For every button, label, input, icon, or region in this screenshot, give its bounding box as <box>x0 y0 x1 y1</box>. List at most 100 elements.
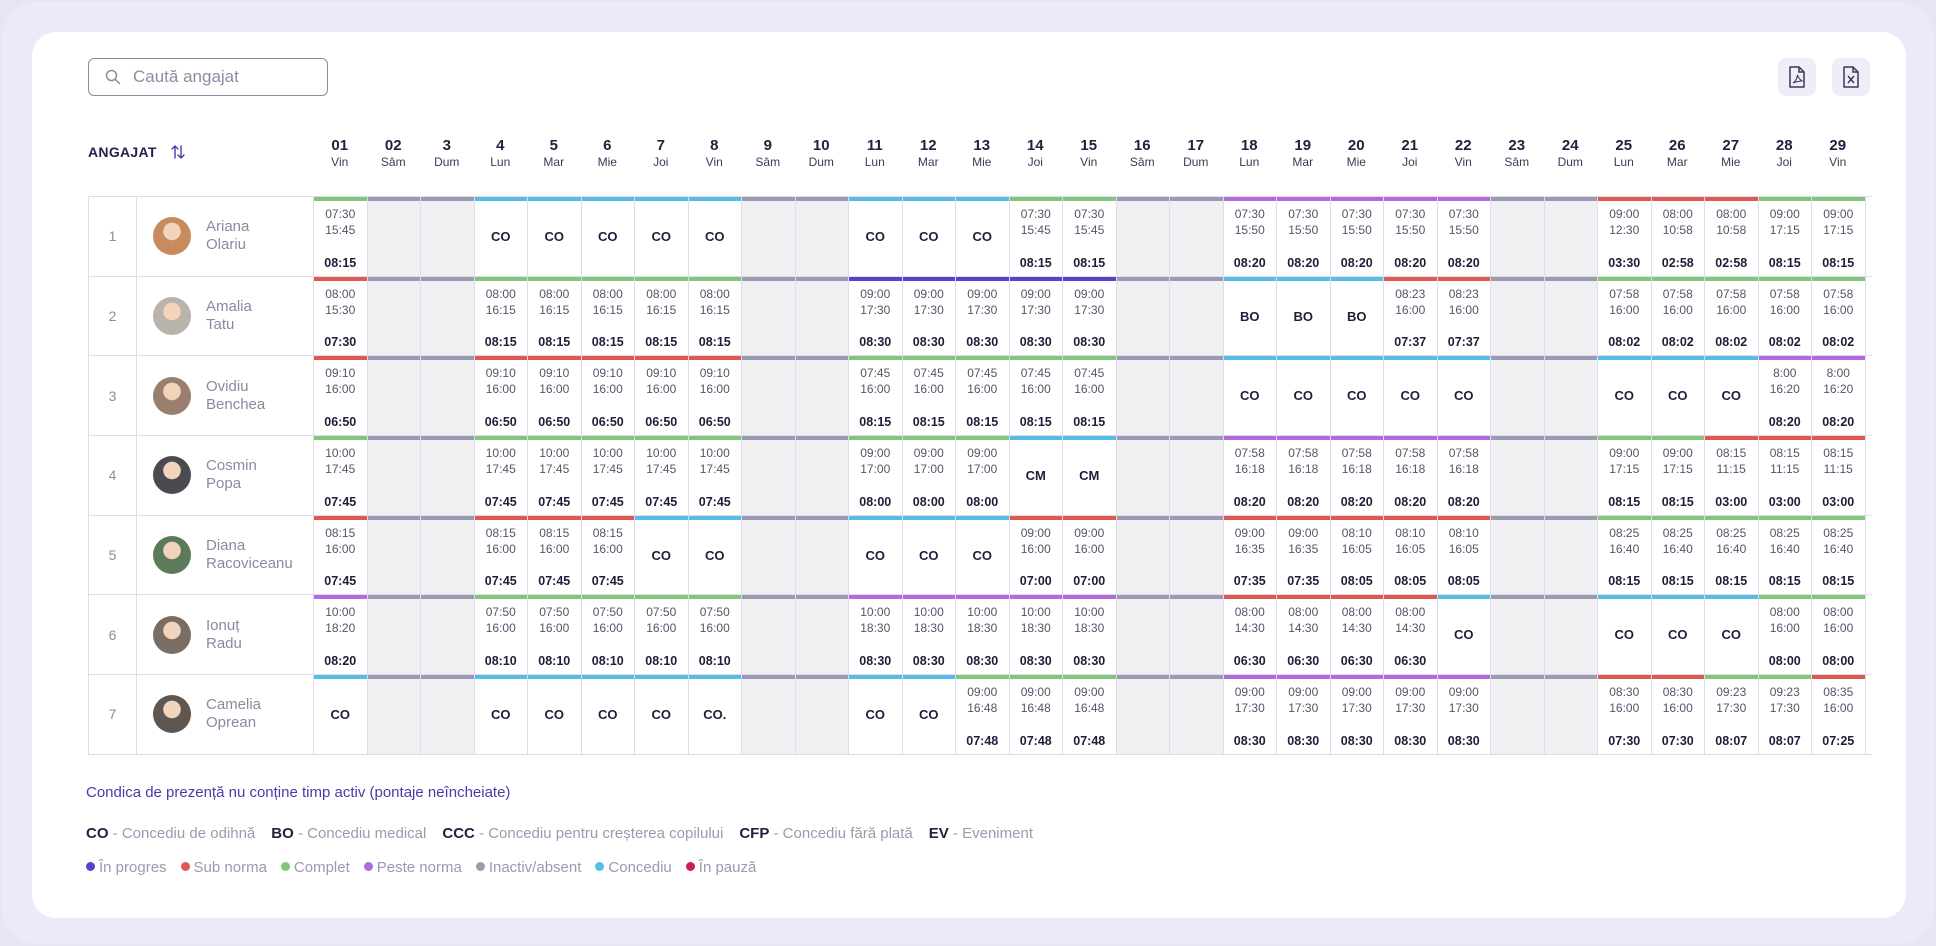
weekend-cell[interactable] <box>1170 675 1224 754</box>
weekend-cell[interactable] <box>795 197 849 276</box>
day-cell[interactable]: CO <box>1598 356 1652 436</box>
day-cell[interactable]: 10:00 18:30 08:30 <box>902 595 956 675</box>
weekend-cell[interactable] <box>421 197 475 276</box>
day-cell[interactable]: 08:00 14:30 06:30 <box>1277 595 1331 675</box>
day-cell[interactable]: 09:00 17:15 08:15 <box>1598 436 1652 515</box>
weekend-cell[interactable] <box>795 515 849 595</box>
day-cell[interactable]: 09:00 17:00 08:00 <box>902 436 956 515</box>
day-cell[interactable]: 07:50 16:00 08:10 <box>474 595 528 675</box>
weekend-cell[interactable] <box>1116 595 1170 675</box>
employee-cell[interactable]: Ariana Olariu <box>137 197 314 276</box>
day-cell[interactable]: 09:10 16:00 06:50 <box>528 356 582 436</box>
day-cell[interactable]: 08:00 16:15 08:15 <box>528 276 582 356</box>
day-cell[interactable]: 09:00 17:30 08:30 <box>956 276 1010 356</box>
day-cell[interactable]: 08:00 14:30 06:30 <box>1384 595 1438 675</box>
day-cell[interactable]: 10:00 17:45 07:45 <box>528 436 582 515</box>
day-cell[interactable]: CM <box>1009 436 1063 515</box>
employee-row[interactable]: 7 Camelia Oprean CO CO CO CO CO CO. CO CO 09:00 16:4… <box>89 675 1872 755</box>
weekend-cell[interactable] <box>1491 276 1545 356</box>
day-cell[interactable]: 09:00 16:48 07:48 <box>956 675 1010 754</box>
day-cell[interactable]: 09:00 17:30 08:30 <box>902 276 956 356</box>
weekend-cell[interactable] <box>1491 675 1545 754</box>
day-cell[interactable]: 09:00 16:35 07:35 <box>1223 515 1277 595</box>
day-cell[interactable]: 08:15 11:15 03:00 <box>1812 436 1866 515</box>
day-cell[interactable]: 08:10 16:05 08:05 <box>1384 515 1438 595</box>
day-cell[interactable]: 08:25 16:40 08:15 <box>1758 515 1812 595</box>
day-cell[interactable]: 07:30 15:45 08:15 <box>1009 197 1063 276</box>
day-cell[interactable]: CO <box>528 675 582 754</box>
weekend-cell[interactable] <box>1116 356 1170 436</box>
day-cell[interactable]: 10:00 17:45 07:45 <box>688 436 742 515</box>
day-cell[interactable]: 07:58 16:18 08:20 <box>1330 436 1384 515</box>
weekend-cell[interactable] <box>1491 595 1545 675</box>
day-cell[interactable]: CO <box>1384 356 1438 436</box>
day-cell[interactable]: 08:00 14:30 06:30 <box>1330 595 1384 675</box>
day-cell[interactable]: 8:00 16:20 08:20 <box>1812 356 1866 436</box>
day-cell[interactable]: 08:10 16:05 08:05 <box>1437 515 1491 595</box>
day-cell[interactable]: 09:00 17:00 08:00 <box>956 436 1010 515</box>
day-cell[interactable]: CO <box>902 675 956 754</box>
day-cell[interactable]: CO <box>1277 356 1331 436</box>
day-cell[interactable]: 09:00 17:30 08:30 <box>1330 675 1384 754</box>
day-cell[interactable]: 07:50 16:00 08:10 <box>581 595 635 675</box>
weekend-cell[interactable] <box>1544 276 1598 356</box>
day-cell[interactable]: 07:30 15:50 08:20 <box>1223 197 1277 276</box>
employee-row[interactable]: 4 Cosmin Popa 10:00 17:45 07:45 10:00 17:45 07:4… <box>89 436 1872 516</box>
day-cell[interactable]: 08:00 16:15 08:15 <box>635 276 689 356</box>
day-cell[interactable]: CO <box>581 197 635 276</box>
day-cell[interactable]: 09:00 17:15 08:15 <box>1758 197 1812 276</box>
day-cell[interactable]: 07:50 16:00 08:10 <box>635 595 689 675</box>
day-cell[interactable]: 07:58 16:18 08:20 <box>1277 436 1331 515</box>
day-cell[interactable]: 09:23 17:30 08:07 <box>1705 675 1759 754</box>
day-cell[interactable]: 07:30 15:50 08:20 <box>1330 197 1384 276</box>
day-cell[interactable]: 07:30 15:50 08:20 <box>1437 197 1491 276</box>
day-cell[interactable]: 08:00 10:58 02:58 <box>1651 197 1705 276</box>
day-cell[interactable]: 08:35 16:00 07:25 <box>1812 675 1866 754</box>
employee-row[interactable]: 2 Amalia Tatu 08:00 15:30 07:30 08:00 16:15 08:1… <box>89 276 1872 357</box>
day-cell[interactable]: 08:00 16:15 08:15 <box>474 276 528 356</box>
day-cell[interactable]: 08:23 16:00 07:37 <box>1384 276 1438 356</box>
day-cell[interactable]: 08:15 16:00 07:45 <box>314 515 368 595</box>
employee-row[interactable]: 3 Ovidiu Benchea 09:10 16:00 06:50 09:10 16:00 0… <box>89 356 1872 437</box>
day-cell[interactable]: 08:25 16:40 08:15 <box>1598 515 1652 595</box>
weekend-cell[interactable] <box>421 436 475 515</box>
day-cell[interactable]: CO <box>849 515 903 595</box>
day-cell[interactable]: 07:45 16:00 08:15 <box>956 356 1010 436</box>
day-cell[interactable]: CO <box>474 197 528 276</box>
day-cell[interactable]: 09:00 16:48 07:48 <box>1063 675 1117 754</box>
weekend-cell[interactable] <box>1491 515 1545 595</box>
day-cell[interactable]: 10:00 17:45 07:45 <box>474 436 528 515</box>
weekend-cell[interactable] <box>1170 276 1224 356</box>
day-cell[interactable]: CO <box>1437 356 1491 436</box>
employee-cell[interactable]: Cosmin Popa <box>137 436 314 515</box>
day-cell[interactable]: CO <box>1705 356 1759 436</box>
day-cell[interactable]: 07:45 16:00 08:15 <box>902 356 956 436</box>
weekend-cell[interactable] <box>367 356 421 436</box>
weekend-cell[interactable] <box>1491 197 1545 276</box>
day-cell[interactable]: 09:00 17:30 08:30 <box>1384 675 1438 754</box>
weekend-cell[interactable] <box>1544 197 1598 276</box>
day-cell[interactable]: 07:58 16:00 08:02 <box>1705 276 1759 356</box>
day-cell[interactable]: 09:00 17:30 08:30 <box>849 276 903 356</box>
day-cell[interactable]: BO <box>1277 276 1331 356</box>
day-cell[interactable]: CO <box>1223 356 1277 436</box>
day-cell[interactable]: 08:00 16:15 08:15 <box>688 276 742 356</box>
search-box[interactable] <box>88 58 328 96</box>
weekend-cell[interactable] <box>421 595 475 675</box>
day-cell[interactable]: 07:30 15:45 08:15 <box>314 197 368 276</box>
day-cell[interactable]: 09:00 16:00 07:00 <box>1063 515 1117 595</box>
day-cell[interactable]: CO <box>902 515 956 595</box>
weekend-cell[interactable] <box>1116 276 1170 356</box>
day-cell[interactable]: CO <box>635 197 689 276</box>
weekend-cell[interactable] <box>367 276 421 356</box>
day-cell[interactable]: CO <box>635 515 689 595</box>
day-cell[interactable]: 08:15 16:00 07:45 <box>528 515 582 595</box>
weekend-cell[interactable] <box>421 515 475 595</box>
day-cell[interactable]: CO <box>635 675 689 754</box>
employee-row[interactable]: 5 Diana Racoviceanu 08:15 16:00 07:45 08:15 16:… <box>89 515 1872 596</box>
day-cell[interactable]: 08:00 16:00 08:00 <box>1812 595 1866 675</box>
weekend-cell[interactable] <box>1544 595 1598 675</box>
day-cell[interactable]: 08:30 16:00 07:30 <box>1651 675 1705 754</box>
day-cell[interactable]: 09:00 17:30 08:30 <box>1223 675 1277 754</box>
weekend-cell[interactable] <box>1170 515 1224 595</box>
